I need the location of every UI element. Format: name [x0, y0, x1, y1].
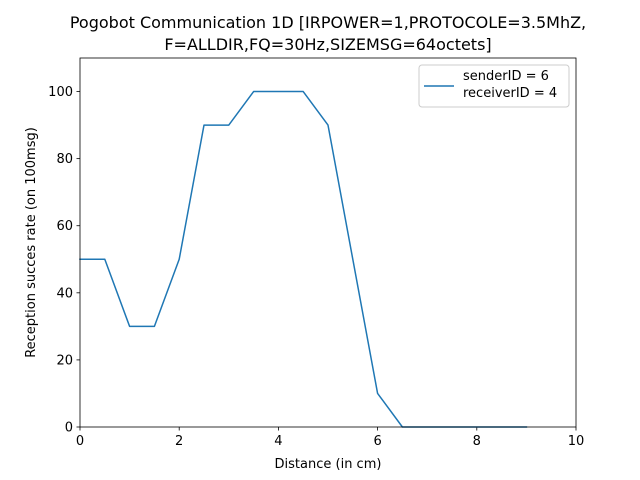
x-tick-label: 2 — [175, 434, 183, 449]
y-tick-label: 80 — [56, 152, 73, 167]
plot-frame — [79, 57, 577, 428]
y-tick-label: 60 — [56, 219, 73, 234]
y-tick-label: 20 — [56, 353, 73, 368]
y-axis-label: Reception succes rate (on 100msg) — [24, 127, 39, 358]
legend-label-sender: senderID = 6 — [463, 69, 549, 84]
x-tick-label: 0 — [76, 434, 84, 449]
x-axis-label: Distance (in cm) — [275, 457, 382, 472]
x-tick-label: 8 — [473, 434, 481, 449]
y-tick-label: 100 — [48, 85, 73, 100]
y-tick-label: 40 — [56, 286, 73, 301]
legend-box — [418, 64, 570, 108]
legend: senderID = 6 receiverID = 4 — [418, 64, 570, 108]
legend-label-receiver: receiverID = 4 — [463, 86, 557, 101]
x-tick-label: 10 — [568, 434, 585, 449]
y-tick-label: 0 — [65, 421, 73, 436]
x-tick-label: 6 — [373, 434, 381, 449]
x-tick-label: 4 — [274, 434, 282, 449]
chart-title-line-2: F=ALLDIR,FQ=30Hz,SIZEMSG=64octets] — [164, 35, 491, 54]
chart-title-line-1: Pogobot Communication 1D [IRPOWER=1,PROT… — [70, 13, 586, 32]
